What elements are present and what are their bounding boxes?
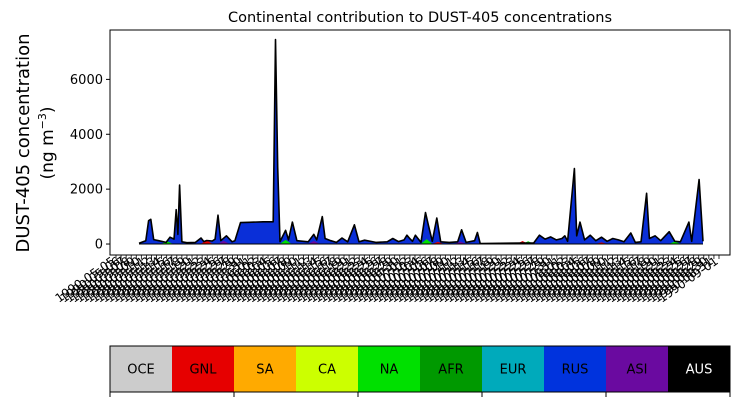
colorbar-swatch-aus	[668, 346, 730, 392]
colorbar-frame	[109, 345, 731, 393]
colorbar-label-rus: RUS	[562, 363, 589, 378]
colorbar-label-aus: AUS	[686, 363, 713, 378]
area-na-2	[420, 239, 433, 245]
chart-title: Continental contribution to DUST-405 con…	[228, 10, 612, 26]
colorbar-label-ca: CA	[318, 363, 336, 378]
y-axis-label-unit-exponent: −3	[36, 113, 49, 129]
area-na-0	[161, 241, 174, 245]
y-tick-label: 0	[95, 238, 103, 253]
colorbar-label-eur: EUR	[500, 363, 527, 378]
y-axis-label-unit-suffix: )	[38, 106, 58, 113]
y-tick-label: 4000	[70, 128, 103, 143]
colorbar-swatch-ca	[296, 346, 358, 392]
colorbar: OCE GNL SA CA NA AFR EUR RUS ASI AUS	[109, 345, 731, 397]
area-gnl-0	[200, 240, 213, 245]
colorbar-swatch-eur	[482, 346, 544, 392]
plot-background	[110, 30, 730, 255]
area-gnl-1	[431, 241, 444, 245]
colorbar-swatch-gnl	[172, 346, 234, 392]
x-axis: 1990-05-051990-05-061990-05-071990-05-08…	[53, 254, 721, 305]
colorbar-label-na: NA	[380, 363, 399, 378]
colorbar-label-oce: OCE	[127, 363, 155, 378]
y-axis-label-line2: (ng m−3)	[36, 106, 58, 179]
y-axis-label-unit-prefix: (ng m	[38, 129, 58, 179]
colorbar-label-asi: ASI	[627, 363, 648, 378]
area-asi-2	[454, 241, 467, 245]
colorbar-label-afr: AFR	[438, 363, 463, 378]
area-asi-1	[307, 241, 320, 245]
area-asi-0	[217, 240, 230, 245]
y-axis: 0 2000 4000 6000	[70, 73, 110, 253]
colorbar-swatch-oce	[110, 346, 172, 392]
colorbar-label-sa: SA	[256, 363, 273, 378]
y-axis-label-line1: DUST-405 concentration	[13, 33, 34, 252]
series-outline	[138, 38, 704, 245]
colorbar-swatch-afr	[420, 346, 482, 392]
y-tick-label: 6000	[70, 73, 103, 88]
colorbar-swatch-na	[358, 346, 420, 392]
colorbar-swatch-asi	[606, 346, 668, 392]
area-na-1	[279, 239, 292, 245]
area-na-4	[668, 241, 681, 245]
plot-area	[109, 29, 731, 256]
colorbar-swatch-sa	[234, 346, 296, 392]
area-total-contribution	[139, 39, 703, 245]
colorbar-label-gnl: GNL	[189, 363, 217, 378]
colorbar-swatch-rus	[544, 346, 606, 392]
y-tick-label: 2000	[70, 183, 103, 198]
y-axis-label: DUST-405 concentration (ng m−3)	[13, 33, 58, 252]
